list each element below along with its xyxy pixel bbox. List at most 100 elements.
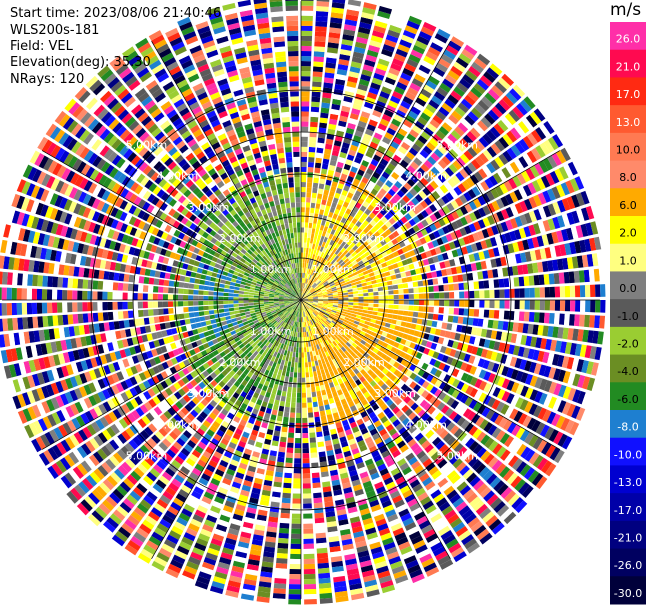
velocity-gate xyxy=(315,228,320,235)
velocity-gate xyxy=(405,151,416,161)
velocity-gate xyxy=(489,289,495,299)
velocity-gate xyxy=(394,167,403,176)
velocity-gate xyxy=(378,291,384,296)
velocity-gate xyxy=(411,143,422,153)
velocity-gate xyxy=(402,195,411,204)
velocity-gate xyxy=(307,302,313,306)
velocity-gate xyxy=(346,312,352,316)
velocity-gate xyxy=(524,387,534,399)
velocity-gate xyxy=(417,135,428,145)
velocity-gate xyxy=(304,357,308,363)
velocity-gate xyxy=(392,90,403,100)
velocity-gate xyxy=(305,290,310,295)
velocity-gate xyxy=(291,392,297,398)
velocity-gate xyxy=(315,279,321,285)
velocity-gate xyxy=(332,260,338,267)
velocity-gate xyxy=(473,221,482,231)
velocity-gate xyxy=(427,170,437,180)
velocity-gate xyxy=(330,259,336,265)
velocity-gate xyxy=(345,127,355,135)
velocity-gate xyxy=(432,37,446,48)
velocity-gate xyxy=(272,404,279,411)
velocity-gate xyxy=(325,179,332,186)
velocity-gate xyxy=(520,385,529,397)
velocity-gate xyxy=(384,131,394,141)
velocity-gate xyxy=(314,277,318,283)
velocity-gate xyxy=(317,557,329,564)
velocity-gate xyxy=(337,291,343,294)
velocity-gate xyxy=(454,300,460,307)
velocity-gate xyxy=(418,306,424,312)
velocity-gate xyxy=(408,15,422,26)
velocity-gate xyxy=(376,278,382,284)
velocity-gate xyxy=(551,186,561,200)
velocity-gate xyxy=(278,527,290,534)
velocity-gate xyxy=(348,117,358,125)
velocity-gate xyxy=(310,116,319,123)
velocity-gate xyxy=(307,253,311,259)
velocity-gate xyxy=(468,355,476,364)
velocity-gate xyxy=(336,264,342,270)
velocity-gate xyxy=(361,257,368,264)
velocity-gate xyxy=(303,508,313,514)
velocity-gate xyxy=(273,588,286,595)
velocity-gate xyxy=(434,163,444,173)
velocity-gate xyxy=(294,453,301,459)
velocity-gate xyxy=(410,174,419,184)
velocity-gate xyxy=(336,203,342,211)
velocity-gate xyxy=(471,159,481,170)
velocity-gate xyxy=(317,303,323,306)
velocity-gate xyxy=(308,268,311,274)
velocity-gate xyxy=(349,228,356,236)
velocity-gate xyxy=(348,71,360,79)
velocity-gate xyxy=(347,263,354,269)
velocity-gate xyxy=(309,243,313,249)
velocity-gate xyxy=(574,176,585,190)
velocity-gate xyxy=(335,313,341,317)
velocity-gate xyxy=(567,161,578,176)
velocity-gate xyxy=(507,243,515,254)
velocity-gate xyxy=(544,247,552,259)
velocity-gate xyxy=(302,272,304,278)
velocity-gate xyxy=(552,134,564,148)
velocity-gate xyxy=(444,260,451,268)
velocity-gate xyxy=(340,241,347,248)
velocity-gate xyxy=(591,253,599,267)
velocity-gate xyxy=(317,281,323,286)
velocity-gate xyxy=(301,176,307,183)
velocity-gate xyxy=(301,192,306,198)
velocity-gate xyxy=(427,313,434,320)
velocity-gate xyxy=(445,118,456,129)
velocity-gate xyxy=(308,279,311,285)
velocity-gate xyxy=(571,194,581,208)
velocity-gate xyxy=(307,162,315,168)
velocity-gate xyxy=(562,386,572,400)
velocity-gate xyxy=(423,127,434,137)
velocity-gate xyxy=(304,278,307,284)
velocity-gate xyxy=(427,257,435,265)
velocity-gate xyxy=(555,415,566,429)
velocity-gate xyxy=(600,300,606,313)
velocity-gate xyxy=(377,227,385,235)
velocity-gate xyxy=(316,542,328,549)
velocity-gate xyxy=(292,488,301,494)
velocity-gate xyxy=(524,212,533,224)
velocity-gate xyxy=(357,251,364,257)
velocity-gate xyxy=(335,243,341,249)
velocity-gate xyxy=(302,288,305,294)
velocity-gate xyxy=(482,359,490,370)
velocity-gate xyxy=(415,352,423,360)
velocity-gate xyxy=(303,528,314,534)
velocity-gate xyxy=(319,263,324,269)
velocity-gate xyxy=(301,287,303,293)
velocity-gate xyxy=(381,171,390,180)
velocity-gate xyxy=(273,583,287,589)
velocity-gate xyxy=(301,61,312,67)
velocity-gate xyxy=(449,331,456,340)
velocity-gate xyxy=(334,249,340,255)
velocity-gate xyxy=(301,247,304,253)
velocity-gate xyxy=(323,226,329,232)
velocity-gate xyxy=(278,537,289,544)
velocity-gate xyxy=(498,136,510,149)
velocity-gate xyxy=(469,365,478,375)
